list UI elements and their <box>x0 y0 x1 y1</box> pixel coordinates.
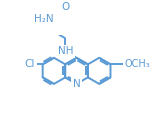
Text: N: N <box>73 79 81 89</box>
Text: NH: NH <box>58 46 73 56</box>
Text: OCH₃: OCH₃ <box>125 59 151 69</box>
Text: O: O <box>61 2 69 12</box>
Text: Cl: Cl <box>24 59 35 69</box>
Text: H₂N: H₂N <box>34 14 54 24</box>
